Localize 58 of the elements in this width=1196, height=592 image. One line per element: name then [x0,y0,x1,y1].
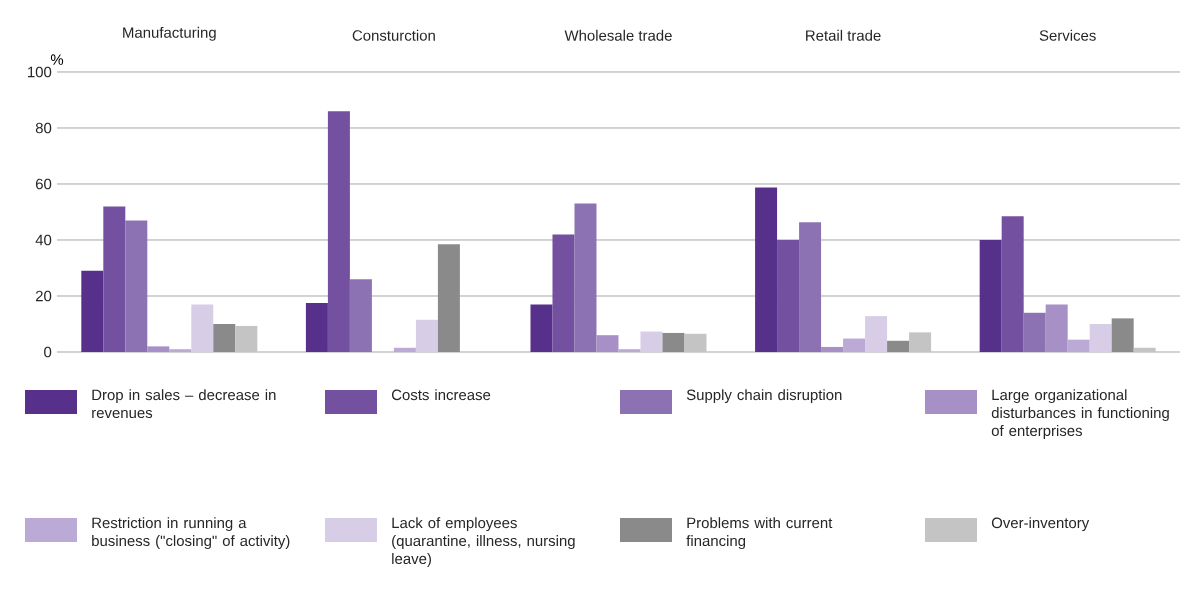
legend-label: Supply chain disruption [686,389,842,404]
y-tick-label: 80 [35,122,52,134]
bar [640,331,663,352]
legend-label: Costs increase [391,389,491,401]
bar [327,111,350,352]
bar [979,239,1002,352]
y-axis-title: % [50,54,64,65]
x-tick-label: Retail trade [806,29,881,41]
bar [191,304,214,352]
bar [1111,318,1134,352]
bar [1023,312,1046,352]
legend-label: Over-inventory [991,517,1090,532]
legend-label: Lack of employees (quarantine, illness, nursing leave) [392,517,575,567]
y-tick-label: 60 [35,178,52,190]
legend-label: Problems with current financing [686,517,833,550]
y-tick-label: 100 [28,66,52,78]
x-tick-label: Consturction [352,29,435,41]
legend-label: Drop in sales – decrease in revenues [92,389,276,419]
bar [125,220,148,352]
bar [147,346,170,352]
bar [349,279,372,352]
bar [821,346,844,352]
y-tick-label: 40 [35,234,52,246]
bar [437,244,460,352]
bar [393,347,416,352]
bar [843,338,866,352]
y-tick-label: 0 [44,346,52,358]
bar [1067,339,1090,352]
y-tick-label: 20 [35,290,52,302]
bar [684,333,707,352]
bar [103,206,126,352]
bar [415,319,438,352]
bar [169,349,192,352]
bar [1089,323,1112,352]
bar [235,325,258,352]
bar [81,270,104,352]
x-tick-label: Manufacturing [123,26,216,41]
bar [777,239,800,352]
bar [552,234,575,352]
bar [574,203,597,352]
bar [1133,347,1156,352]
x-tick-label: Services [1039,29,1096,41]
bar [213,323,236,352]
bar [1001,216,1024,352]
bar [909,332,932,352]
bar [799,222,822,352]
bar [618,349,641,352]
bar [305,302,328,352]
legend-label: Restriction in running a business ("closing" of activity) [92,517,290,550]
legend-label: Large organizational disturbances in functioning of enterprises [991,389,1169,439]
bar [887,340,910,352]
x-tick-label: Wholesale trade [564,29,672,41]
bar [530,304,553,352]
bar [755,187,778,352]
bar [596,335,619,352]
bar [865,316,888,352]
bar [1045,304,1068,352]
bar [662,332,685,352]
